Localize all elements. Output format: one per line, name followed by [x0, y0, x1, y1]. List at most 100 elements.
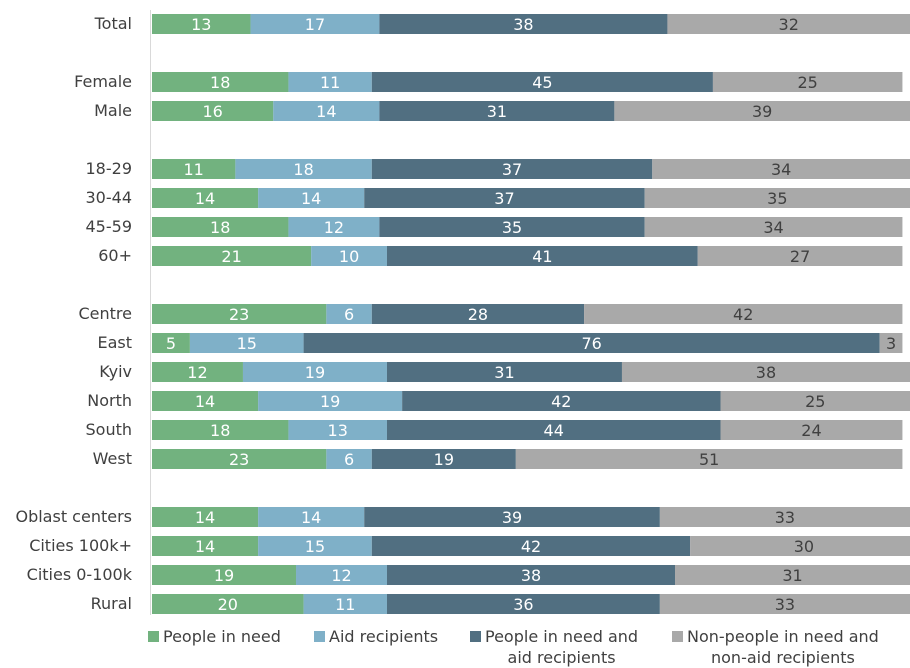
bar-oblast-centers-people-in-need [152, 507, 259, 527]
data-label-total-aid-recipients: 17 [305, 15, 325, 34]
data-label-south-non-people-in-need-and-non-aid-recipients: 24 [801, 421, 821, 440]
category-label-north: North [87, 391, 132, 410]
bar-30-44-non-people-in-need-and-non-aid-recipients [644, 188, 910, 208]
bar-male-people-in-need-and-aid-recipients [379, 101, 615, 121]
bar-east-aid-recipients [189, 333, 304, 353]
bar-male-people-in-need [152, 101, 274, 121]
bar-east-people-in-need-and-aid-recipients [303, 333, 880, 353]
bar-cities-100k-aid-recipients [258, 536, 372, 556]
bar-centre-people-in-need [152, 304, 327, 324]
data-label-south-aid-recipients: 13 [328, 421, 348, 440]
bar-north-people-in-need [152, 391, 259, 411]
data-label-18-29-people-in-need-and-aid-recipients: 37 [502, 160, 522, 179]
bar-east-non-people-in-need-and-non-aid-recipients [879, 333, 903, 353]
data-label-centre-non-people-in-need-and-non-aid-recipients: 42 [733, 305, 753, 324]
data-label-kyiv-non-people-in-need-and-non-aid-recipients: 38 [756, 363, 776, 382]
category-label-cities-100k: Cities 100k+ [29, 536, 132, 555]
data-label-cities-100k-aid-recipients: 15 [305, 537, 325, 556]
legend: People in need Aid recipients People in ne… [0, 626, 910, 668]
bar-male-non-people-in-need-and-non-aid-recipients [614, 101, 910, 121]
category-label-male: Male [94, 101, 132, 120]
bar-oblast-centers-people-in-need-and-aid-recipients [364, 507, 660, 527]
data-label-45-59-aid-recipients: 12 [324, 218, 344, 237]
bar-rural-aid-recipients [303, 594, 387, 614]
data-label-male-people-in-need-and-aid-recipients: 31 [487, 102, 507, 121]
bar-60-people-in-need [152, 246, 312, 266]
data-label-kyiv-people-in-need: 12 [187, 363, 207, 382]
bar-total-people-in-need-and-aid-recipients [379, 14, 668, 34]
legend-label-people-in-need: People in need [163, 626, 281, 647]
category-label-west: West [92, 449, 132, 468]
category-label-female: Female [74, 72, 132, 91]
legend-label-line: People in need and [485, 627, 639, 646]
data-label-cities-0-100k-people-in-need-and-aid-recipients: 38 [521, 566, 541, 585]
data-label-total-non-people-in-need-and-non-aid-recipients: 32 [779, 15, 799, 34]
bar-centre-aid-recipients [326, 304, 372, 324]
bar-female-non-people-in-need-and-non-aid-recipients [712, 72, 903, 92]
bar-oblast-centers-aid-recipients [258, 507, 365, 527]
data-label-west-people-in-need: 23 [229, 450, 249, 469]
data-label-kyiv-aid-recipients: 19 [305, 363, 325, 382]
data-label-north-people-in-need: 14 [195, 392, 215, 411]
data-label-cities-100k-non-people-in-need-and-non-aid-recipients: 30 [794, 537, 814, 556]
data-label-45-59-non-people-in-need-and-non-aid-recipients: 34 [763, 218, 783, 237]
bar-west-people-in-need [152, 449, 327, 469]
bar-centre-people-in-need-and-aid-recipients [371, 304, 585, 324]
bar-north-non-people-in-need-and-non-aid-recipients [720, 391, 910, 411]
bar-south-aid-recipients [288, 420, 387, 440]
data-label-west-people-in-need-and-aid-recipients: 19 [434, 450, 454, 469]
bar-kyiv-people-in-need-and-aid-recipients [386, 362, 622, 382]
bar-60-aid-recipients [311, 246, 387, 266]
data-label-rural-aid-recipients: 11 [335, 595, 355, 614]
bar-north-people-in-need-and-aid-recipients [402, 391, 721, 411]
bar-total-non-people-in-need-and-non-aid-recipients [667, 14, 910, 34]
bar-45-59-non-people-in-need-and-non-aid-recipients [644, 217, 903, 237]
legend-swatch-people-in-need [148, 631, 159, 642]
data-label-60-aid-recipients: 10 [339, 247, 359, 266]
data-label-centre-people-in-need-and-aid-recipients: 28 [468, 305, 488, 324]
bar-south-non-people-in-need-and-non-aid-recipients [720, 420, 903, 440]
bar-18-29-non-people-in-need-and-non-aid-recipients [652, 159, 910, 179]
bar-south-people-in-need [152, 420, 289, 440]
bar-18-29-people-in-need-and-aid-recipients [371, 159, 653, 179]
data-label-oblast-centers-non-people-in-need-and-non-aid-recipients: 33 [775, 508, 795, 527]
data-label-60-people-in-need-and-aid-recipients: 41 [532, 247, 552, 266]
data-label-30-44-aid-recipients: 14 [301, 189, 321, 208]
bar-cities-0-100k-aid-recipients [296, 565, 387, 585]
category-label-centre: Centre [78, 304, 133, 323]
bar-18-29-aid-recipients [235, 159, 372, 179]
bar-45-59-aid-recipients [288, 217, 380, 237]
bar-cities-0-100k-people-in-need [152, 565, 297, 585]
bar-rural-people-in-need [152, 594, 304, 614]
bar-oblast-centers-non-people-in-need-and-non-aid-recipients [659, 507, 910, 527]
category-label-30-44: 30-44 [85, 188, 133, 207]
legend-label-line: Aid recipients [329, 627, 439, 646]
category-label-oblast-centers: Oblast centers [15, 507, 132, 526]
bar-female-people-in-need-and-aid-recipients [371, 72, 713, 92]
data-label-60-people-in-need: 21 [221, 247, 241, 266]
data-label-west-non-people-in-need-and-non-aid-recipients: 51 [699, 450, 719, 469]
bar-centre-non-people-in-need-and-non-aid-recipients [584, 304, 903, 324]
data-label-north-non-people-in-need-and-non-aid-recipients: 25 [805, 392, 825, 411]
data-label-30-44-people-in-need: 14 [195, 189, 215, 208]
legend-label-aid-recipients: Aid recipients [329, 626, 438, 647]
data-label-oblast-centers-people-in-need-and-aid-recipients: 39 [502, 508, 522, 527]
data-label-south-people-in-need: 18 [210, 421, 230, 440]
bar-30-44-aid-recipients [258, 188, 365, 208]
bar-rural-people-in-need-and-aid-recipients [386, 594, 660, 614]
data-label-18-29-aid-recipients: 18 [293, 160, 313, 179]
data-label-cities-100k-people-in-need: 14 [195, 537, 215, 556]
legend-item-people-in-need-and-aid-recipients: People in need and aid recipients [470, 626, 638, 668]
bar-45-59-people-in-need-and-aid-recipients [379, 217, 645, 237]
data-label-male-non-people-in-need-and-non-aid-recipients: 39 [752, 102, 772, 121]
bar-45-59-people-in-need [152, 217, 289, 237]
data-label-south-people-in-need-and-aid-recipients: 44 [544, 421, 564, 440]
data-label-cities-100k-people-in-need-and-aid-recipients: 42 [521, 537, 541, 556]
data-label-cities-0-100k-people-in-need: 19 [214, 566, 234, 585]
category-axis-line [150, 10, 151, 615]
category-label-east: East [97, 333, 132, 352]
legend-item-non-people-in-need-and-non-aid-recipients: Non-people in need and non-aid recipients [672, 626, 879, 668]
bar-female-people-in-need [152, 72, 289, 92]
data-label-north-people-in-need-and-aid-recipients: 42 [551, 392, 571, 411]
